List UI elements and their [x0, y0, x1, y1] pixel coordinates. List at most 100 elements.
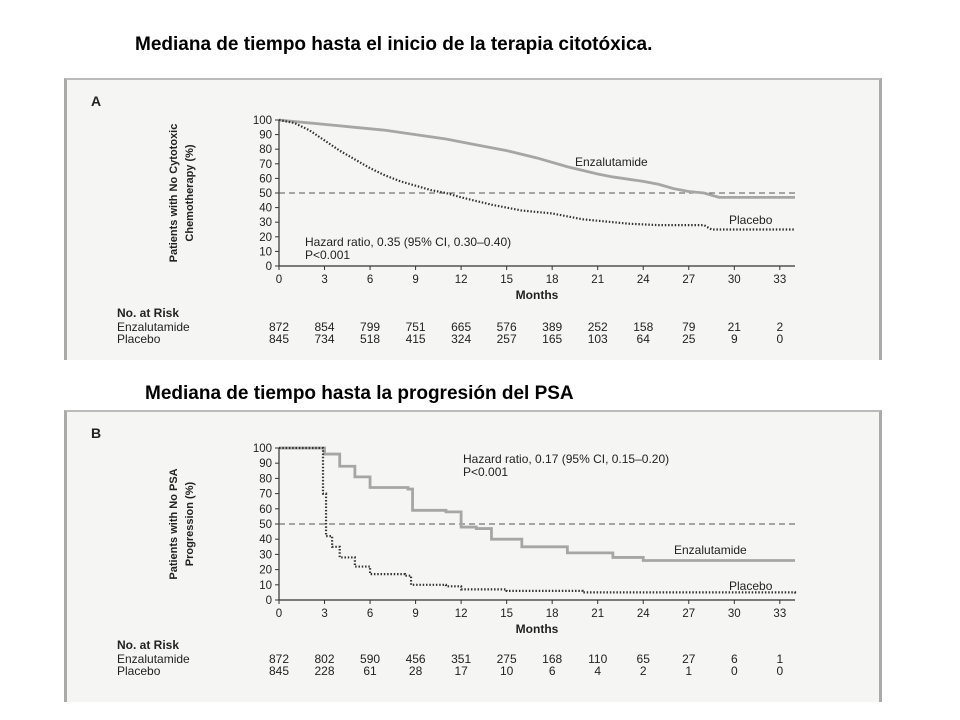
chart-b-x-tick-label: 33 [773, 608, 786, 620]
chart-a-x-tick-label: 9 [412, 274, 418, 286]
chart-b-y-tick-label: 50 [259, 519, 272, 531]
chart-b-x-tick-label: 3 [321, 608, 327, 620]
chart-a-risk-value: 845 [269, 332, 289, 346]
chart-b-y-tick-label: 60 [259, 504, 272, 516]
chart-b-series-label-placebo: Placebo [729, 579, 773, 593]
chart-a-x-axis-label: Months [516, 288, 559, 302]
chart-a-x-tick-label: 18 [546, 274, 559, 286]
chart-a-risk-header: No. at Risk [117, 306, 179, 320]
chart-b-risk-header: No. at Risk [117, 638, 179, 652]
chart-b-series-label-enzalutamide: Enzalutamide [674, 543, 747, 557]
chart-b-x-tick-label: 12 [455, 608, 468, 620]
chart-a-risk-value: 576 [497, 320, 517, 334]
chart-b-risk-value: 17 [454, 664, 468, 678]
chart-a-series-label-placebo: Placebo [729, 213, 773, 227]
chart-a-y-tick-label: 50 [259, 188, 272, 200]
chart-b-risk-value: 4 [594, 664, 601, 678]
chart-a-y-tick-label: 20 [259, 232, 272, 244]
chart-b-x-tick-label: 6 [367, 608, 373, 620]
chart-a-y-tick-label: 0 [266, 261, 272, 273]
chart-b-y-tick-label: 70 [259, 489, 272, 501]
chart-b-risk-row-label: Enzalutamide [117, 652, 190, 666]
chart-a-y-tick-label: 60 [259, 173, 272, 185]
chart-a-risk-value: 158 [633, 320, 653, 334]
chart-a-risk-value: 257 [497, 332, 517, 346]
chart-a-y-tick-label: 80 [259, 144, 272, 156]
chart-a-risk-value: 751 [406, 320, 426, 334]
chart-b-risk-value: 802 [315, 652, 335, 666]
chart-b-x-tick-label: 27 [682, 608, 695, 620]
chart-b-risk-value: 1 [776, 652, 783, 666]
chart-b-y-tick-label: 30 [259, 549, 272, 561]
chart-a-risk-value: 872 [269, 320, 289, 334]
chart-b-x-tick-label: 30 [728, 608, 741, 620]
chart-b-risk-value: 61 [363, 664, 377, 678]
chart-a-risk-value: 64 [637, 332, 651, 346]
chart-b-risk-value: 0 [731, 664, 738, 678]
chart-a-y-tick-label: 10 [259, 246, 272, 258]
chart-a-x-tick-label: 6 [367, 274, 373, 286]
chart-b-x-tick-label: 9 [412, 608, 418, 620]
panel-b: B 0 10 20 30 40 50 60 70 80 90 100 0 3 6 9 12 15 18 21 24 27 3… [64, 410, 882, 702]
chart-b-hazard-ratio: Hazard ratio, 0.17 (95% CI, 0.15–0.20) [463, 452, 669, 466]
chart-b-y-axis-label-line2: Progression (%) [184, 481, 196, 566]
chart-b-risk-value: 351 [451, 652, 471, 666]
chart-b-y-tick-label: 0 [266, 595, 272, 607]
chart-a-risk-row-label: Enzalutamide [117, 320, 190, 334]
chart-a-hazard-ratio: Hazard ratio, 0.35 (95% CI, 0.30–0.40) [305, 235, 511, 249]
chart-a-y-axis-label-line1: Patients with No Cytotoxic [168, 124, 180, 263]
chart-b-p-value: P<0.001 [463, 465, 508, 479]
chart-b-risk-value: 275 [497, 652, 517, 666]
chart-b-y-tick-label: 100 [253, 443, 272, 455]
chart-a-x-tick-label: 3 [321, 274, 327, 286]
chart-b-x-axis-label: Months [516, 622, 559, 636]
chart-a-y-tick-label: 70 [259, 159, 272, 171]
chart-b-series-enzalutamide-line [279, 446, 795, 562]
chart-b-y-tick-label: 20 [259, 565, 272, 577]
chart-a-series-placebo-line [278, 118, 795, 231]
chart-a-panel-label: A [91, 93, 101, 109]
chart-a-series-label-enzalutamide: Enzalutamide [575, 155, 648, 169]
chart-b-risk-value: 228 [315, 664, 335, 678]
chart-a-x-tick-label: 0 [276, 274, 282, 286]
chart-b-risk-value: 6 [731, 652, 738, 666]
panel-a: A 0 10 20 30 40 50 60 70 80 90 100 0 3 6 9 12 15 18 21 24 27 3… [64, 78, 882, 360]
chart-a-x-tick-label: 15 [500, 274, 513, 286]
chart-b-risk-value: 168 [542, 652, 562, 666]
chart-a-x-tick-label: 12 [455, 274, 468, 286]
chart-a-risk-value: 165 [542, 332, 562, 346]
chart-a-x-tick-label: 30 [728, 274, 741, 286]
chart-b-risk-value: 845 [269, 664, 289, 678]
chart-a-risk-value: 854 [315, 320, 335, 334]
chart-b-x-tick-label: 0 [276, 608, 282, 620]
chart-a-risk-value: 9 [731, 332, 738, 346]
chart-a-y-tick-label: 100 [253, 115, 272, 127]
chart-a-risk-value: 389 [542, 320, 562, 334]
chart-b-risk-value: 0 [776, 664, 783, 678]
chart-a-x-tick-label: 33 [773, 274, 786, 286]
chart-b-y-tick-label: 80 [259, 473, 272, 485]
chart-b-panel-label: B [91, 425, 101, 441]
chart-a-risk-value: 103 [588, 332, 608, 346]
chart-a-risk-value: 324 [451, 332, 471, 346]
chart-a-risk-value: 799 [360, 320, 380, 334]
chart-a-p-value: P<0.001 [305, 248, 350, 262]
chart-b-risk-value: 65 [637, 652, 651, 666]
chart-a-risk-value: 734 [315, 332, 335, 346]
chart-b-y-tick-label: 90 [259, 458, 272, 470]
chart-b-risk-value: 1 [685, 664, 692, 678]
chart-a-risk-value: 21 [728, 320, 742, 334]
chart-a-y-axis-label-line2: Chemotherapy (%) [184, 144, 196, 242]
chart-b-x-tick-label: 21 [591, 608, 604, 620]
chart-a-risk-value: 79 [682, 320, 696, 334]
chart-b-risk-value: 27 [682, 652, 696, 666]
chart-a-x-tick-label: 24 [637, 274, 650, 286]
chart-a-x-tick-label: 21 [591, 274, 604, 286]
chart-b-risk-value: 456 [406, 652, 426, 666]
chart-a-y-tick-label: 30 [259, 217, 272, 229]
chart-a-risk-row-label: Placebo [117, 332, 161, 346]
chart-b-x-tick-label: 24 [637, 608, 650, 620]
chart-b-risk-value: 28 [409, 664, 423, 678]
chart-a-risk-value: 25 [682, 332, 696, 346]
